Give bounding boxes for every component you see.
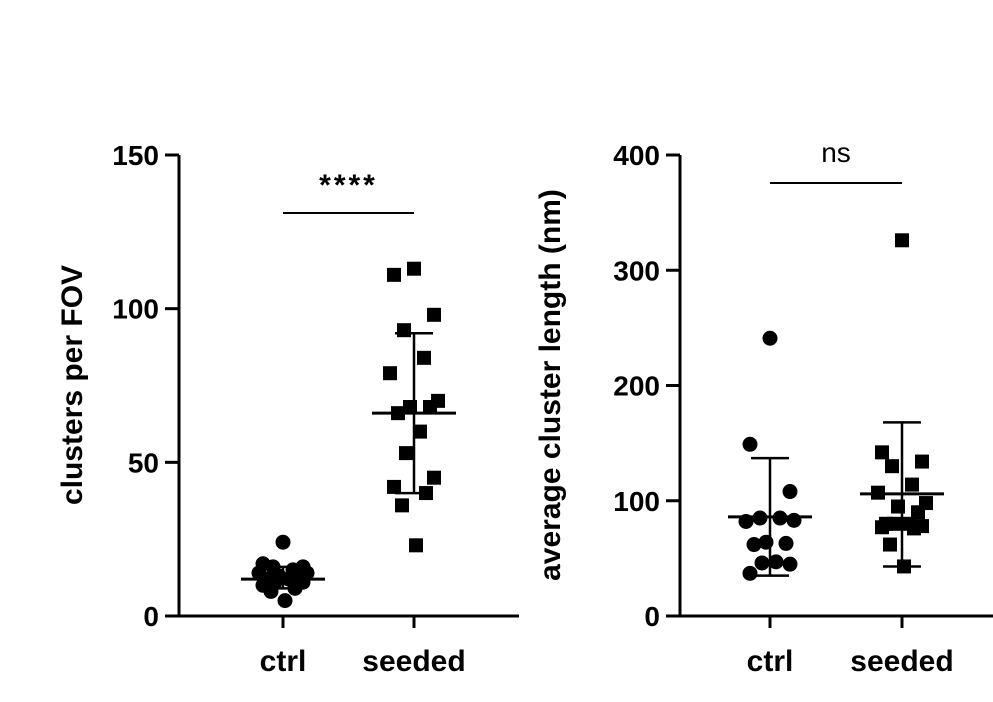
y-tick-label: 50 — [128, 447, 159, 478]
data-point — [887, 516, 901, 531]
data-point — [754, 555, 770, 571]
data-point — [885, 459, 899, 474]
data-point — [427, 470, 441, 485]
data-point — [907, 521, 921, 536]
y-tick-label: 0 — [644, 601, 660, 632]
data-point — [875, 445, 889, 460]
data-point — [883, 537, 897, 552]
x-tick-label-ctrl: ctrl — [747, 645, 794, 678]
data-point — [397, 323, 411, 338]
x-tick-label-ctrl: ctrl — [260, 645, 307, 678]
data-point — [782, 484, 798, 500]
y-tick-label: 100 — [613, 486, 660, 517]
y-axis-label: clusters per FOV — [56, 265, 89, 505]
data-point — [891, 499, 905, 514]
data-point — [742, 565, 758, 581]
data-point — [423, 400, 437, 415]
y-tick-label: 0 — [143, 601, 159, 632]
data-point — [905, 477, 919, 492]
significance-label: ns — [821, 137, 851, 168]
data-point — [427, 307, 441, 322]
y-tick-label: 400 — [613, 140, 660, 171]
y-tick-label: 200 — [613, 371, 660, 402]
data-point — [387, 479, 401, 494]
data-point — [742, 436, 758, 452]
data-point — [875, 520, 889, 535]
data-point — [383, 366, 397, 381]
data-point — [762, 330, 778, 346]
data-point — [403, 400, 417, 415]
data-point — [275, 534, 291, 550]
data-point — [915, 454, 929, 469]
data-point — [409, 538, 423, 553]
data-point — [399, 446, 413, 461]
data-point — [778, 535, 794, 551]
series-ctrl — [728, 330, 812, 581]
data-point — [419, 486, 433, 501]
significance-label: **** — [319, 169, 378, 202]
x-tick-label-seeded: seeded — [362, 645, 465, 678]
data-point — [395, 498, 409, 513]
data-point — [746, 537, 762, 553]
data-point — [277, 593, 293, 609]
data-point — [417, 350, 431, 365]
data-point — [407, 261, 421, 276]
y-tick-label: 300 — [613, 255, 660, 286]
panel-2: 0 100 200 300 400 ctrl seeded average cluster l… — [534, 137, 993, 678]
data-point — [786, 512, 802, 528]
data-point — [413, 424, 427, 439]
series-seeded — [372, 261, 456, 553]
data-point — [895, 233, 909, 248]
data-point — [263, 583, 279, 599]
y-axis-label: average cluster length (nm) — [534, 189, 567, 581]
y-tick-label: 150 — [112, 140, 159, 171]
data-point — [911, 505, 925, 520]
y-tick-label: 100 — [112, 294, 159, 325]
x-tick-label-seeded: seeded — [850, 645, 953, 678]
data-point — [758, 534, 774, 550]
data-point — [897, 559, 911, 574]
data-point — [782, 556, 798, 572]
series-ctrl — [241, 534, 325, 609]
data-point — [287, 580, 303, 596]
data-point — [768, 554, 784, 570]
data-point — [387, 267, 401, 282]
series-seeded — [860, 233, 944, 574]
panel-1: 0 50 100 150 ctrl seeded clusters per FOV **** — [56, 140, 519, 678]
